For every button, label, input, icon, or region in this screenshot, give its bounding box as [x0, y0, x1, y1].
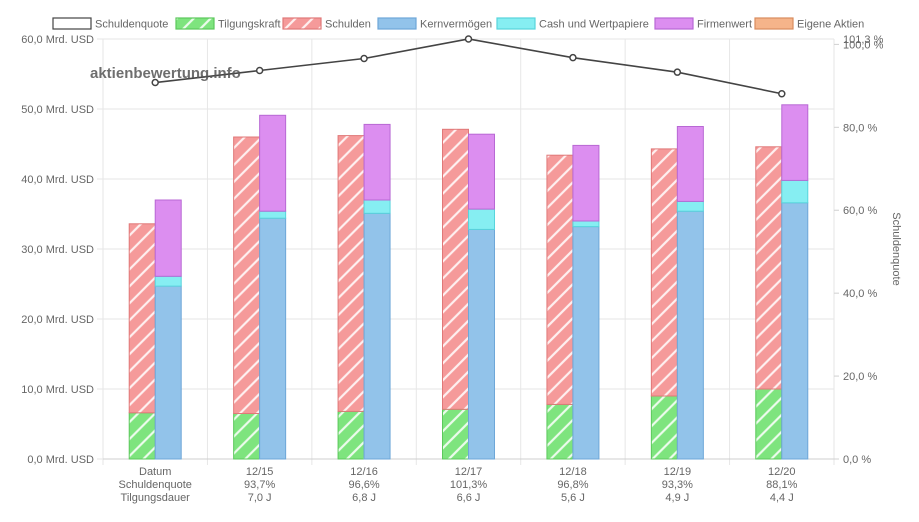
legend-swatch	[496, 17, 536, 30]
y-left-tick-label: 10,0 Mrd. USD	[21, 384, 94, 396]
schuldenquote-point	[255, 66, 264, 75]
x-tick-label: 12/16	[350, 466, 378, 478]
x-tick-label: 96,8%	[557, 479, 588, 491]
bar-segment-schulden	[233, 136, 261, 414]
y-right-tick-label: 60,0 %	[843, 205, 877, 217]
y-left-tick-label: 30,0 Mrd. USD	[21, 244, 94, 256]
bar-segment-firmenwert	[468, 133, 495, 210]
bar-segment-kernvermögen	[781, 202, 809, 460]
bar-segment-firmenwert	[363, 123, 391, 201]
x-tick-label: 12/19	[664, 466, 692, 478]
bar-segment-cash-und-wertpapiere	[468, 208, 495, 230]
y-left-tick-label: 50,0 Mrd. USD	[21, 104, 94, 116]
legend-swatch	[52, 17, 92, 30]
y-left-tick-label: 40,0 Mrd. USD	[21, 174, 94, 186]
bar-segment-kernvermögen	[154, 285, 182, 460]
bar-segment-firmenwert	[572, 144, 600, 222]
legend-swatch	[282, 17, 322, 30]
bar-segment-firmenwert	[676, 126, 704, 202]
bar-segment-schulden	[546, 154, 574, 405]
bar-segment-schulden	[337, 135, 365, 412]
bar-segment-kernvermögen	[259, 217, 287, 460]
bar-segment-schulden	[128, 223, 156, 414]
x-tick-label: Tilgungsdauer	[121, 492, 191, 504]
bar-segment-tilgungskraft	[650, 395, 678, 460]
bar-segment-cash-und-wertpapiere	[676, 200, 704, 212]
schuldenquote-point	[464, 35, 473, 43]
x-tick-label: 96,6%	[348, 479, 379, 491]
bar-segment-tilgungskraft	[337, 410, 365, 460]
x-tick-label: 6,8 J	[352, 492, 376, 504]
x-tick-label: 12/15	[246, 466, 274, 478]
x-tick-label: 88,1%	[766, 479, 797, 491]
legend-label: Cash und Wertpapiere	[539, 19, 649, 31]
legend-swatch	[175, 17, 215, 30]
legend-label: Schulden	[325, 19, 371, 31]
bar-segment-tilgungskraft	[755, 388, 783, 460]
x-tick-label: 12/18	[559, 466, 587, 478]
x-tick-label: 12/17	[455, 466, 483, 478]
schuldenquote-line	[155, 38, 782, 95]
y-left-tick-label: 20,0 Mrd. USD	[21, 314, 94, 326]
legend-swatch	[377, 17, 417, 30]
schuldenquote-point	[569, 53, 577, 62]
y-right-tick-label: 40,0 %	[843, 288, 877, 300]
x-tick-label: 5,6 J	[561, 492, 585, 504]
x-tick-label: 93,7%	[244, 479, 275, 491]
y-left-tick-label: 60,0 Mrd. USD	[21, 34, 94, 46]
x-tick-label: 4,4 J	[770, 492, 794, 504]
bar-segment-kernvermögen	[676, 210, 704, 460]
schuldenquote-point	[360, 54, 368, 63]
y-right-tick-label: 100,0 %	[843, 39, 884, 51]
bar-segment-tilgungskraft	[128, 412, 156, 460]
y-right-max-label: 101,3 %	[843, 34, 884, 46]
legend-label: Schuldenquote	[95, 19, 168, 31]
bar-segment-schulden	[650, 148, 678, 397]
x-tick-label: 93,3%	[662, 479, 693, 491]
bar-segment-firmenwert	[781, 104, 809, 181]
bar-segment-schulden	[755, 146, 783, 390]
bar-segment-cash-und-wertpapiere	[363, 199, 391, 214]
y-right-axis-title: Schuldenquote	[890, 212, 902, 285]
x-tick-label: Datum	[139, 466, 171, 478]
schuldenquote-point	[778, 89, 786, 98]
legend-swatch	[754, 17, 794, 30]
bar-segment-firmenwert	[259, 114, 287, 212]
y-right-tick-label: 80,0 %	[843, 122, 877, 134]
x-tick-label: Schuldenquote	[119, 479, 192, 491]
bar-segment-cash-und-wertpapiere	[259, 210, 287, 219]
legend-label: Firmenwert	[697, 19, 752, 31]
schuldenquote-point	[673, 68, 682, 76]
bar-segment-tilgungskraft	[442, 408, 469, 460]
watermark: aktienbewertung.info	[90, 65, 241, 82]
bar-segment-firmenwert	[154, 199, 182, 277]
x-tick-label: 6,6 J	[457, 492, 481, 504]
legend-label: Kernvermögen	[420, 19, 492, 31]
bar-segment-cash-und-wertpapiere	[572, 220, 600, 228]
bar-segment-tilgungskraft	[546, 403, 574, 460]
legend-swatch	[654, 17, 694, 30]
y-right-tick-label: 0,0 %	[843, 454, 871, 466]
schuldenquote-point	[151, 78, 159, 87]
legend-label: Tilgungskraft	[218, 19, 281, 31]
bar-segment-cash-und-wertpapiere	[781, 179, 809, 204]
bar-segment-kernvermögen	[572, 226, 600, 460]
x-tick-label: 4,9 J	[665, 492, 689, 504]
x-tick-label: 7,0 J	[248, 492, 272, 504]
bar-segment-kernvermögen	[363, 212, 391, 460]
bar-segment-kernvermögen	[468, 228, 495, 460]
y-right-tick-label: 20,0 %	[843, 371, 877, 383]
bar-segment-cash-und-wertpapiere	[154, 275, 182, 287]
legend-label: Eigene Aktien	[797, 19, 864, 31]
bar-segment-schulden	[442, 128, 469, 410]
y-left-tick-label: 0,0 Mrd. USD	[27, 454, 94, 466]
bar-segment-tilgungskraft	[233, 413, 261, 460]
x-tick-label: 101,3%	[450, 479, 488, 491]
x-tick-label: 12/20	[768, 466, 796, 478]
